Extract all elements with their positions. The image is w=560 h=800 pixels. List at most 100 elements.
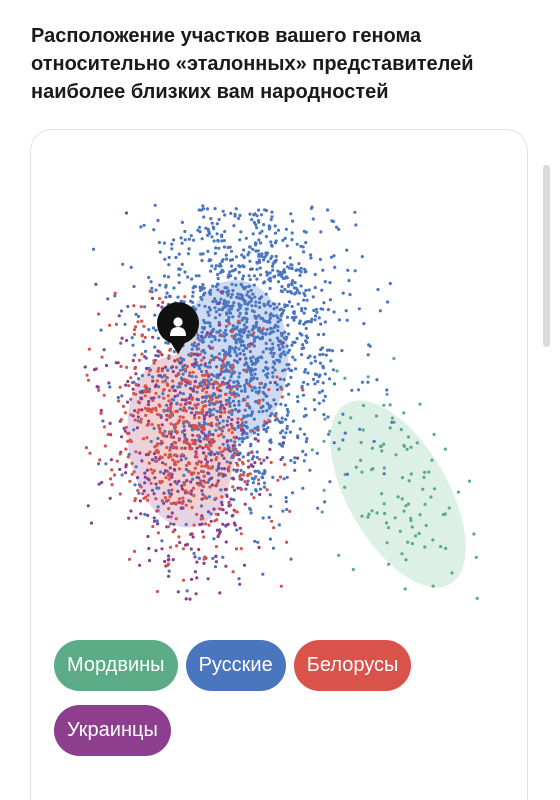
point-russians <box>282 378 286 382</box>
point-russians <box>252 455 256 459</box>
point-ukrainians <box>237 409 241 413</box>
point-ukrainians <box>166 515 170 519</box>
point-ukrainians <box>156 303 160 307</box>
point-ukrainians <box>100 480 104 485</box>
point-ukrainians <box>204 434 208 438</box>
point-russians <box>272 325 276 330</box>
point-russians <box>234 407 238 412</box>
point-russians <box>253 241 257 245</box>
point-russians <box>262 223 266 227</box>
point-russians <box>252 213 256 217</box>
point-russians <box>192 284 196 288</box>
point-russians <box>327 377 332 381</box>
point-russians <box>309 361 313 365</box>
point-russians <box>219 297 223 301</box>
point-russians <box>192 551 196 556</box>
point-ukrainians <box>192 352 196 356</box>
point-ukrainians <box>253 461 257 465</box>
point-russians <box>251 333 255 338</box>
point-belarusians <box>197 483 201 487</box>
point-russians <box>248 356 253 360</box>
point-russians <box>372 439 376 443</box>
point-mordvins <box>382 442 386 446</box>
point-russians <box>244 420 248 424</box>
point-russians <box>290 231 294 235</box>
point-russians <box>132 284 136 289</box>
point-russians <box>309 256 313 260</box>
point-ukrainians <box>134 516 138 520</box>
point-ukrainians <box>231 477 236 481</box>
point-belarusians <box>155 589 159 594</box>
point-ukrainians <box>224 540 228 544</box>
point-russians <box>229 438 233 443</box>
point-belarusians <box>214 512 218 516</box>
point-ukrainians <box>172 522 176 526</box>
point-russians <box>250 297 254 301</box>
point-belarusians <box>200 464 204 468</box>
point-russians <box>248 406 252 410</box>
point-mordvins <box>413 534 418 538</box>
point-belarusians <box>220 411 224 415</box>
point-russians <box>199 252 203 256</box>
point-russians <box>313 408 317 412</box>
point-russians <box>318 390 322 395</box>
legend-pill-russians[interactable]: Русские <box>185 640 286 691</box>
point-russians <box>354 223 358 227</box>
point-ukrainians <box>117 314 121 318</box>
scrollbar[interactable] <box>543 165 550 347</box>
point-russians <box>289 375 293 379</box>
legend-pill-mordvins[interactable]: Мордвины <box>54 640 178 691</box>
point-russians <box>286 410 290 414</box>
point-ukrainians <box>89 521 94 525</box>
point-belarusians <box>173 463 178 467</box>
point-ukrainians <box>210 476 214 480</box>
point-russians <box>241 349 245 353</box>
point-russians <box>206 233 210 237</box>
point-russians <box>244 236 248 240</box>
point-belarusians <box>221 405 225 409</box>
point-belarusians <box>115 459 119 463</box>
point-russians <box>228 349 232 354</box>
point-mordvins <box>383 511 387 516</box>
point-russians <box>252 417 256 421</box>
point-belarusians <box>160 369 164 373</box>
legend-pill-ukrainians[interactable]: Украинцы <box>54 705 171 756</box>
point-mordvins <box>382 403 386 407</box>
point-russians <box>164 295 168 299</box>
legend-pill-belarusians[interactable]: Белорусы <box>293 640 412 691</box>
point-russians <box>182 364 186 368</box>
point-russians <box>175 482 179 486</box>
point-ukrainians <box>150 458 155 462</box>
point-mordvins <box>402 509 406 513</box>
point-russians <box>247 250 251 255</box>
point-belarusians <box>220 495 224 499</box>
point-russians <box>249 359 253 363</box>
point-belarusians <box>141 492 145 496</box>
point-belarusians <box>203 480 207 484</box>
point-belarusians <box>145 423 149 427</box>
point-russians <box>252 431 256 435</box>
point-belarusians <box>204 390 209 394</box>
point-ukrainians <box>204 413 208 417</box>
point-ukrainians <box>123 429 127 433</box>
point-russians <box>269 326 273 330</box>
point-russians <box>129 265 133 269</box>
point-ukrainians <box>94 282 98 286</box>
point-belarusians <box>215 422 219 426</box>
point-russians <box>230 412 234 416</box>
point-russians <box>238 384 242 388</box>
point-ukrainians <box>273 380 277 385</box>
point-belarusians <box>174 453 178 457</box>
point-russians <box>291 355 295 359</box>
point-ukrainians <box>257 545 261 550</box>
point-belarusians <box>233 395 237 399</box>
point-russians <box>175 401 179 405</box>
point-ukrainians <box>224 523 228 527</box>
point-belarusians <box>202 557 206 561</box>
point-russians <box>201 252 205 256</box>
point-russians <box>285 413 289 417</box>
point-belarusians <box>153 358 158 362</box>
point-russians <box>240 440 244 444</box>
point-russians <box>221 258 225 262</box>
point-russians <box>293 292 297 296</box>
